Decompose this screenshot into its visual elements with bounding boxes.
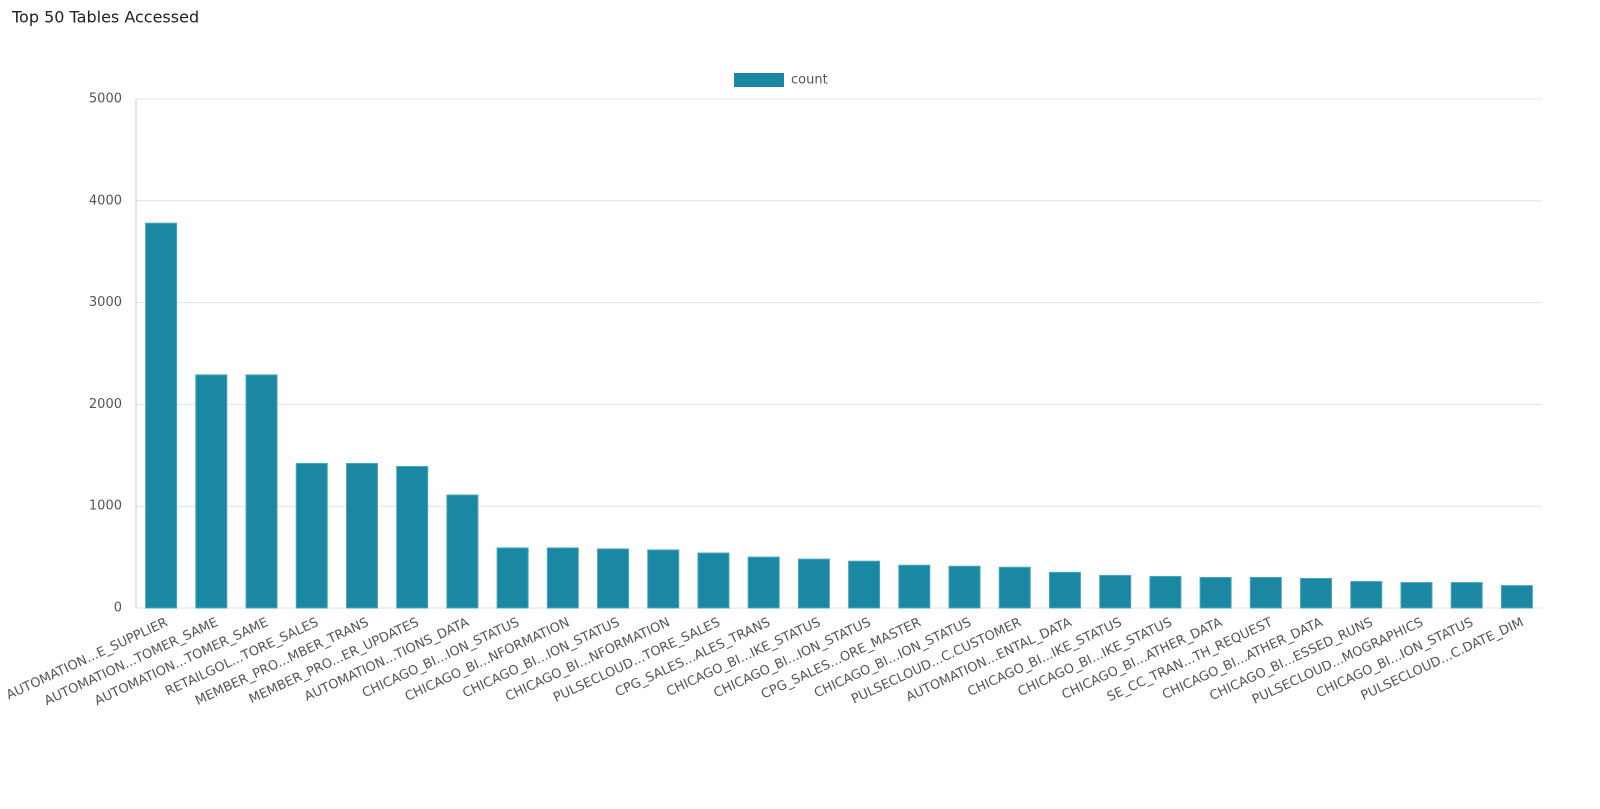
y-tick-label: 2000 (89, 397, 122, 412)
bar (747, 556, 780, 609)
bar (145, 222, 178, 609)
bar (597, 548, 630, 609)
bar (1350, 581, 1383, 609)
bar (1300, 577, 1333, 609)
bar (797, 558, 830, 609)
bar (1099, 574, 1132, 609)
bar (195, 374, 228, 609)
y-tick-label: 1000 (89, 499, 122, 514)
bar (848, 560, 881, 609)
bar (345, 462, 378, 609)
bar (1400, 582, 1433, 609)
y-tick-label: 5000 (89, 92, 122, 107)
bar (546, 547, 579, 609)
bar (1048, 571, 1081, 609)
bar (446, 494, 479, 609)
bar (948, 565, 981, 609)
bar (245, 374, 278, 609)
y-tick-label: 3000 (89, 295, 122, 310)
bar (898, 564, 931, 609)
bar (647, 549, 680, 609)
y-tick-label: 0 (114, 601, 122, 616)
bar (496, 547, 529, 609)
bar (1249, 576, 1282, 609)
legend-label: count (791, 73, 828, 88)
bar (396, 465, 429, 609)
bar (998, 566, 1031, 609)
bar (1199, 576, 1232, 609)
bar (1149, 575, 1182, 609)
chart-title: Top 50 Tables Accessed (11, 8, 199, 27)
bar (1450, 582, 1483, 609)
bar (295, 462, 328, 609)
bar (697, 552, 730, 609)
bar (1500, 585, 1533, 609)
y-tick-label: 4000 (89, 193, 122, 208)
legend-swatch (734, 73, 784, 87)
